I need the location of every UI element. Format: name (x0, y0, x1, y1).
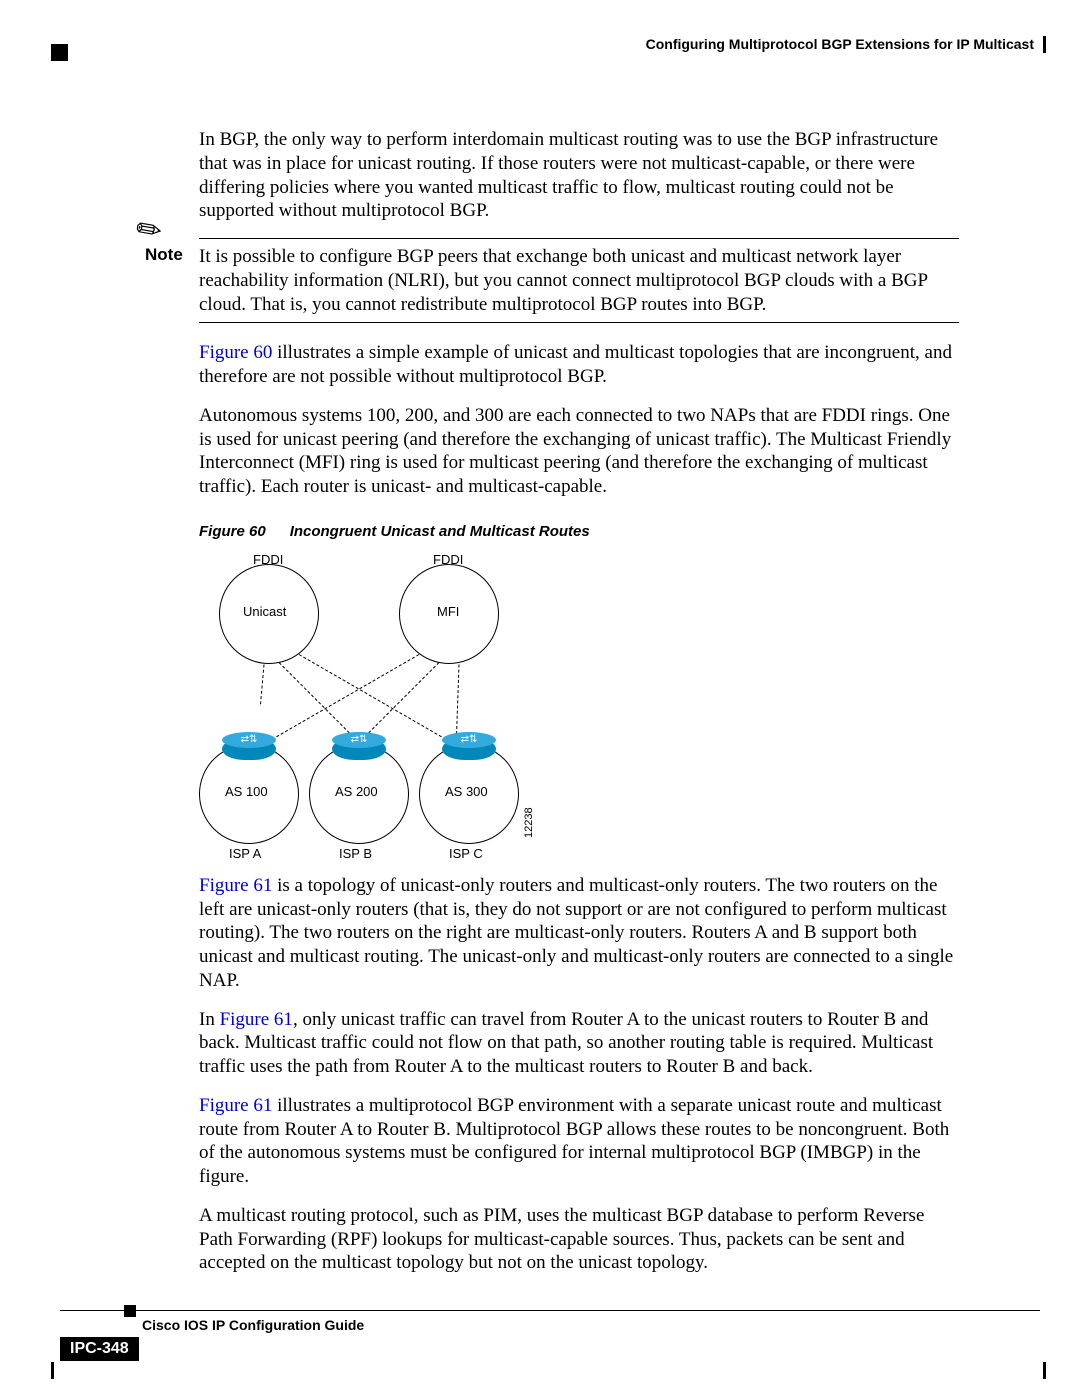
paragraph-5: In Figure 61, only unicast traffic can t… (199, 1008, 959, 1079)
footer-marker (124, 1305, 136, 1317)
page-footer: Cisco IOS IP Configuration Guide IPC-348 (60, 1310, 1040, 1361)
crop-mark-br (1043, 1362, 1046, 1379)
paragraph-4: Figure 61 is a topology of unicast-only … (199, 874, 959, 993)
figure-60-link[interactable]: Figure 60 (199, 342, 272, 363)
footer-guide-title: Cisco IOS IP Configuration Guide (142, 1317, 1040, 1333)
note-block: ✎ Note It is possible to configure BGP p… (199, 238, 959, 323)
unicast-label: Unicast (243, 604, 286, 619)
edge-unicast-r1 (260, 664, 264, 704)
page-number: IPC-348 (60, 1337, 139, 1361)
mfi-label: MFI (437, 604, 459, 619)
crop-mark-tl (51, 44, 68, 61)
paragraph-5-pre: In (199, 1009, 220, 1030)
as200-label: AS 200 (335, 784, 378, 799)
paragraph-6: Figure 61 illustrates a multiprotocol BG… (199, 1094, 959, 1189)
figure-60-caption: Figure 60 Incongruent Unicast and Multica… (199, 523, 959, 540)
isp-b-label: ISP B (339, 846, 372, 861)
as100-label: AS 100 (225, 784, 268, 799)
main-content: In BGP, the only way to perform interdom… (199, 128, 959, 1290)
paragraph-1: In BGP, the only way to perform interdom… (199, 128, 959, 223)
router-icon-2: ⇄⇅ (332, 732, 386, 762)
paragraph-4-text: is a topology of unicast-only routers an… (199, 875, 953, 991)
crop-mark-bl (51, 1362, 54, 1379)
paragraph-2-text: illustrates a simple example of unicast … (199, 342, 952, 387)
isp-c-label: ISP C (449, 846, 483, 861)
isp-a-label: ISP A (229, 846, 261, 861)
figure-60-diagram: FDDI Unicast FDDI MFI AS 100 ISP A AS 20… (199, 554, 559, 854)
crop-mark-tr (1043, 36, 1046, 53)
note-text: It is possible to configure BGP peers th… (199, 245, 959, 316)
figure-61-link-3[interactable]: Figure 61 (199, 1095, 272, 1116)
figure-61-link-2[interactable]: Figure 61 (220, 1009, 293, 1030)
diagram-ref-number: 12238 (523, 807, 535, 838)
paragraph-2: Figure 60 illustrates a simple example o… (199, 341, 959, 389)
paragraph-7: A multicast routing protocol, such as PI… (199, 1204, 959, 1275)
router-icon-3: ⇄⇅ (442, 732, 496, 762)
paragraph-6-text: illustrates a multiprotocol BGP environm… (199, 1095, 949, 1187)
router-icon-1: ⇄⇅ (222, 732, 276, 762)
figure-61-link-1[interactable]: Figure 61 (199, 875, 272, 896)
as300-label: AS 300 (445, 784, 488, 799)
figure-number: Figure 60 (199, 523, 266, 540)
fddi-label-1: FDDI (253, 552, 283, 567)
paragraph-5-text: , only unicast traffic can travel from R… (199, 1009, 933, 1078)
figure-title: Incongruent Unicast and Multicast Routes (290, 523, 590, 540)
running-header: Configuring Multiprotocol BGP Extensions… (646, 36, 1034, 52)
paragraph-3: Autonomous systems 100, 200, and 300 are… (199, 404, 959, 499)
note-label: Note (145, 245, 183, 265)
fddi-label-2: FDDI (433, 552, 463, 567)
